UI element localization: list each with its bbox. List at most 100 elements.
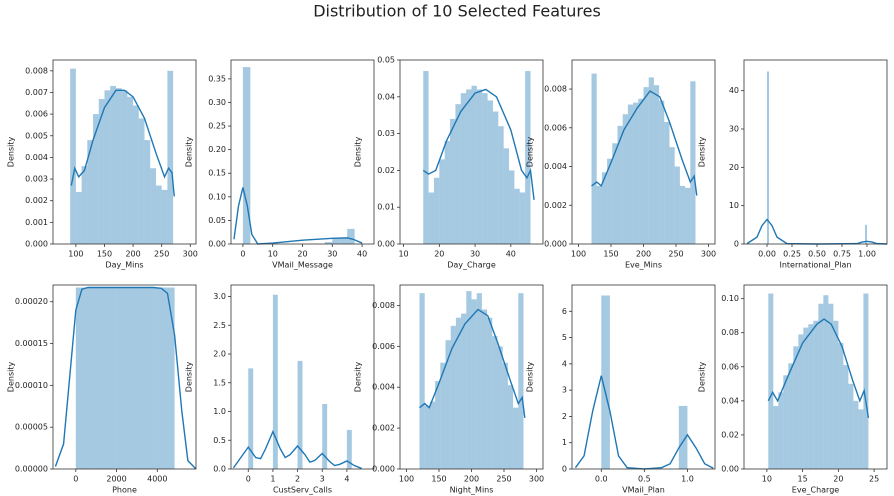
- y-tick-label: 0.15: [208, 169, 226, 178]
- x-axis-label: Day_Charge: [447, 261, 496, 270]
- histogram-bar: [622, 114, 628, 244]
- histogram-bar: [150, 168, 156, 244]
- histogram-bar: [481, 309, 488, 469]
- x-tick-label: 10: [268, 250, 278, 259]
- x-tick-label: 0.0: [595, 475, 608, 484]
- x-tick-label: 1: [270, 475, 275, 484]
- histogram-bar: [679, 185, 686, 244]
- y-tick-label: 0.002: [25, 196, 48, 205]
- histogram-bar: [823, 295, 829, 469]
- x-tick-label: 200: [636, 250, 651, 259]
- histogram-bar: [471, 299, 477, 469]
- histogram-bar: [808, 324, 814, 469]
- histogram-bar: [419, 293, 425, 469]
- y-axis-label: Density: [185, 362, 194, 393]
- x-tick-label: 2000: [106, 475, 126, 484]
- y-tick-label: 0.05: [208, 216, 226, 225]
- histogram-bar: [685, 187, 691, 244]
- histogram-bar: [272, 294, 278, 469]
- histogram-bar: [435, 381, 441, 469]
- y-tick-label: 0.004: [372, 383, 395, 392]
- y-tick-label: 30: [729, 125, 739, 134]
- x-tick-label: 300: [701, 250, 716, 259]
- histogram-bar: [514, 188, 520, 244]
- x-tick-label: 4000: [147, 475, 167, 484]
- x-tick-label: 150: [97, 250, 112, 259]
- x-tick-label: 100: [571, 250, 586, 259]
- histogram-bar: [768, 293, 774, 469]
- subplot: 10 15 20 25 0.00 0.02 0.04 0.06 0.08 0.10 Eve_Char…: [698, 284, 888, 495]
- y-axis-label: Density: [526, 362, 535, 393]
- histogram-bar: [498, 126, 504, 244]
- histogram-bar: [853, 400, 859, 469]
- histogram-bar: [502, 362, 508, 469]
- x-tick-label: 40: [357, 250, 367, 259]
- y-tick-label: 0.30: [208, 98, 226, 107]
- x-tick-label: 100: [68, 250, 83, 259]
- histogram-bar: [778, 392, 784, 469]
- y-tick-label: 10: [729, 201, 739, 210]
- histogram-bar: [167, 70, 174, 244]
- histogram-bar: [127, 96, 134, 244]
- histogram-bar: [643, 87, 649, 245]
- histogram-bar: [346, 429, 352, 469]
- histogram-bar: [518, 293, 524, 469]
- histogram-bar: [788, 363, 794, 469]
- figure-title: Distribution of 10 Selected Features: [313, 2, 601, 21]
- axes-frame: [743, 284, 888, 470]
- histogram-bar: [466, 89, 472, 244]
- histogram-bar: [144, 140, 151, 244]
- kde-line: [422, 88, 535, 200]
- x-tick-label: 3: [320, 475, 325, 484]
- x-axis-label: Phone: [112, 486, 137, 495]
- y-axis-label: Density: [526, 137, 535, 168]
- x-tick-label: 300: [529, 475, 544, 484]
- histogram-bar: [803, 327, 809, 469]
- histogram-bar: [466, 291, 472, 469]
- y-tick-label: 0.00010: [15, 381, 48, 390]
- histogram-bar: [75, 192, 82, 244]
- histogram-bar: [783, 375, 789, 469]
- y-tick-label: 0: [734, 240, 739, 249]
- subplot: 0 2000 4000 0.00000 0.00005 0.00010 0.00015 0.0…: [7, 284, 197, 495]
- y-tick-label: 4: [562, 359, 567, 368]
- x-tick-label: 150: [431, 475, 446, 484]
- histogram-bar: [858, 409, 864, 469]
- histogram-bar: [154, 287, 175, 469]
- histogram-bar: [798, 334, 804, 469]
- histogram-bar: [445, 340, 451, 469]
- histogram-bar: [627, 104, 634, 245]
- histogram-bar: [115, 287, 136, 469]
- histogram-bar: [248, 368, 254, 469]
- x-tick-label: 0: [240, 250, 245, 259]
- x-axis-label: Night_Mins: [450, 486, 494, 495]
- histogram-bar: [669, 147, 675, 244]
- y-tick-label: 5: [562, 333, 567, 342]
- histogram-bar: [509, 170, 515, 244]
- histogram-bar: [455, 104, 461, 244]
- x-axis-label: Eve_Charge: [792, 486, 839, 495]
- histogram-bar: [519, 192, 526, 244]
- y-tick-label: 40: [729, 86, 739, 95]
- y-tick-label: 0.000: [25, 240, 48, 249]
- x-tick-label: 30: [327, 250, 337, 259]
- histogram-bar: [617, 125, 623, 244]
- histogram-bar: [638, 98, 644, 244]
- y-axis-label: Density: [698, 137, 707, 168]
- y-axis-label: Density: [7, 137, 16, 168]
- histogram-bar: [503, 148, 510, 244]
- y-tick-label: 0.007: [25, 88, 48, 97]
- histogram-bar: [297, 360, 303, 469]
- x-tick-label: 10: [398, 250, 408, 259]
- x-tick-label: 15: [798, 475, 808, 484]
- histogram-bar: [848, 383, 854, 469]
- y-tick-label: 0.02: [721, 430, 739, 439]
- y-tick-label: 0.5: [213, 436, 226, 445]
- histogram-bar: [607, 158, 613, 244]
- y-tick-label: 3: [562, 386, 567, 395]
- axes-frame: [52, 59, 197, 245]
- histogram-bar: [612, 143, 618, 244]
- histogram-bar: [773, 405, 779, 469]
- y-tick-label: 0.008: [544, 85, 567, 94]
